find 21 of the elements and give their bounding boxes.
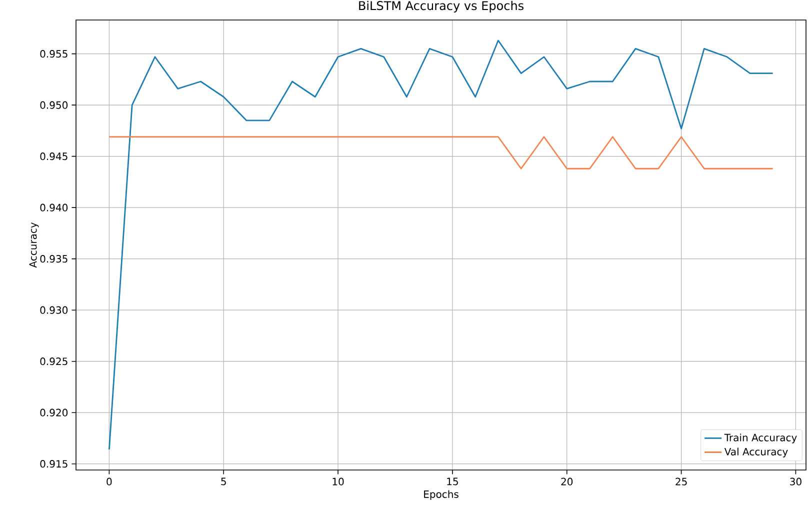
y-tick-label: 0.945 xyxy=(40,152,68,160)
legend-label: Val Accuracy xyxy=(724,448,788,458)
legend-label: Train Accuracy xyxy=(724,434,797,444)
chart-title: BiLSTM Accuracy vs Epochs xyxy=(359,0,524,12)
y-tick-label: 0.935 xyxy=(40,255,68,263)
x-tick-label: 0 xyxy=(106,478,112,486)
y-tick-label: 0.940 xyxy=(40,204,68,212)
x-axis-title: Epochs xyxy=(424,490,458,500)
x-tick-label: 5 xyxy=(221,478,226,486)
x-tick-label: 25 xyxy=(676,478,687,486)
y-tick-label: 0.955 xyxy=(40,50,68,58)
x-tick-label: 30 xyxy=(790,478,802,486)
x-tick-label: 10 xyxy=(332,478,344,486)
y-axis-title: Accuracy xyxy=(29,222,39,268)
y-tick-label: 0.920 xyxy=(40,408,68,416)
y-tick-label: 0.950 xyxy=(40,101,68,109)
y-tick-label: 0.930 xyxy=(40,306,68,314)
x-tick-label: 15 xyxy=(447,478,458,486)
y-tick-label: 0.915 xyxy=(40,460,68,468)
x-tick-label: 20 xyxy=(561,478,573,486)
y-tick-label: 0.925 xyxy=(40,358,68,366)
